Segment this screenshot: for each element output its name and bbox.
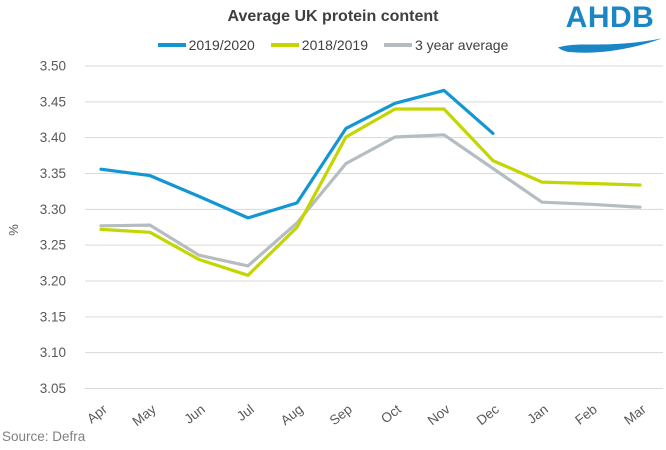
y-tick-label: 3.35 bbox=[40, 166, 66, 181]
series-line-2018-2019 bbox=[99, 107, 642, 277]
x-tick-label: Dec bbox=[474, 401, 502, 428]
x-tick-label: Jul bbox=[234, 402, 257, 424]
legend-label: 2019/2020 bbox=[188, 37, 255, 53]
x-tick-label: Aug bbox=[278, 402, 306, 429]
series-line-2019-2020 bbox=[99, 88, 495, 220]
series-line-3-year-average bbox=[99, 133, 642, 268]
y-tick-label: 3.45 bbox=[40, 94, 66, 109]
y-tick-label: 3.30 bbox=[40, 202, 66, 217]
y-tick-label: 3.20 bbox=[40, 274, 66, 289]
y-tick-label: 3.15 bbox=[40, 309, 66, 324]
source-note: Source: Defra bbox=[2, 429, 86, 444]
x-tick-label: Apr bbox=[84, 401, 110, 426]
legend-label: 2018/2019 bbox=[301, 37, 368, 53]
x-tick-label: May bbox=[130, 401, 160, 429]
y-tick-label: 3.25 bbox=[40, 238, 66, 253]
y-tick-label: 3.40 bbox=[40, 130, 66, 145]
x-tick-label: Feb bbox=[572, 402, 600, 428]
x-tick-label: Nov bbox=[425, 401, 453, 428]
y-tick-label: 3.10 bbox=[40, 345, 66, 360]
legend-item: 2019/2020 bbox=[157, 37, 255, 53]
x-tick-label: Mar bbox=[621, 401, 649, 427]
legend-swatch bbox=[157, 43, 186, 47]
legend-swatch bbox=[270, 43, 299, 47]
chart-legend: 2019/2020 2018/2019 3 year average bbox=[0, 37, 666, 53]
chart-title: Average UK protein content bbox=[227, 8, 439, 25]
x-tick-label: Sep bbox=[327, 402, 355, 429]
legend-item: 3 year average bbox=[383, 37, 509, 53]
legend-swatch bbox=[383, 43, 412, 47]
y-axis-title: % bbox=[6, 224, 21, 236]
y-tick-label: 3.50 bbox=[40, 59, 66, 74]
y-tick-label: 3.05 bbox=[40, 381, 66, 396]
ahdb-logo: AHDB bbox=[557, 3, 663, 53]
x-tick-label: Oct bbox=[378, 401, 404, 426]
logo-wave-icon bbox=[558, 38, 662, 53]
x-tick-label: Jan bbox=[524, 402, 550, 427]
ahdb-logo-text: AHDB bbox=[565, 1, 655, 34]
x-tick-label: Jun bbox=[181, 402, 207, 427]
legend-label: 3 year average bbox=[414, 37, 509, 53]
legend-item: 2018/2019 bbox=[270, 37, 368, 53]
